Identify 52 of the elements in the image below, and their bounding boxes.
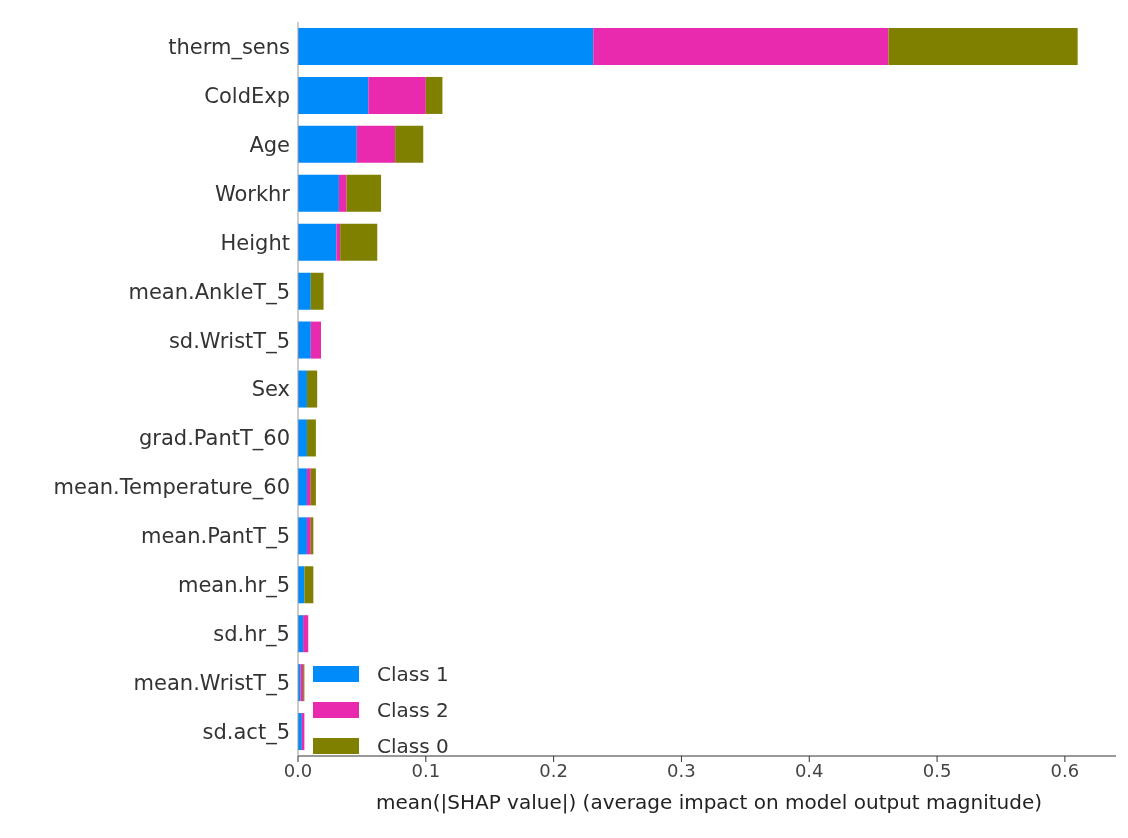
bar — [298, 321, 311, 359]
x-tick-label: 0.6 — [1050, 759, 1080, 781]
bar — [298, 223, 337, 261]
x-tick-label: 0.2 — [539, 759, 568, 781]
y-tick-label: grad.PantT_60 — [138, 426, 290, 452]
y-tick-label: sd.act_5 — [202, 719, 290, 745]
bar — [310, 272, 324, 310]
y-tick-label: Height — [220, 230, 290, 255]
y-tick-label: mean.WristT_5 — [133, 671, 290, 697]
bar — [888, 28, 1078, 65]
y-tick-label: ColdExp — [204, 83, 290, 108]
x-tick-label: 0.1 — [411, 759, 441, 781]
legend-label: Class 1 — [377, 662, 449, 686]
y-tick-label: therm_sens — [168, 34, 290, 60]
y-tick-label: sd.hr_5 — [213, 622, 290, 648]
x-axis-title: mean(|SHAP value|) (average impact on model output magnitude) — [374, 790, 1044, 814]
bar — [336, 223, 341, 261]
bar — [298, 28, 594, 65]
bar — [304, 566, 314, 604]
bar — [298, 125, 357, 163]
y-tick-label: Workhr — [214, 181, 291, 206]
x-tick-label: 0.3 — [667, 759, 696, 781]
bar — [356, 125, 396, 163]
bar — [340, 223, 378, 261]
x-tick-label: 0.5 — [922, 759, 952, 781]
y-tick-label: sd.WristT_5 — [168, 328, 290, 354]
bar — [310, 468, 316, 506]
bar — [306, 419, 316, 457]
y-tick-label: mean.PantT_5 — [140, 524, 290, 550]
bar — [298, 272, 311, 310]
bar — [395, 125, 424, 163]
bar — [338, 174, 347, 212]
legend-label: Class 2 — [377, 698, 449, 722]
bar — [425, 76, 443, 114]
x-tick-label: 0.0 — [283, 759, 313, 781]
bar — [368, 76, 426, 114]
y-tick-label: Age — [249, 132, 290, 157]
bar — [306, 517, 311, 555]
bar — [593, 28, 889, 65]
bar — [306, 468, 311, 506]
bar — [303, 615, 309, 653]
bar — [306, 370, 318, 408]
bar — [310, 321, 322, 359]
y-tick-label: mean.hr_5 — [177, 573, 290, 599]
x-tick-label: 0.4 — [794, 759, 824, 781]
y-tick-label: mean.AnkleT_5 — [128, 279, 290, 305]
y-tick-label: Sex — [251, 377, 290, 402]
bar — [298, 174, 339, 212]
bar — [346, 174, 382, 212]
bar — [298, 76, 369, 114]
y-tick-label: mean.Temperature_60 — [53, 475, 290, 501]
legend-label: Class 0 — [377, 734, 449, 758]
